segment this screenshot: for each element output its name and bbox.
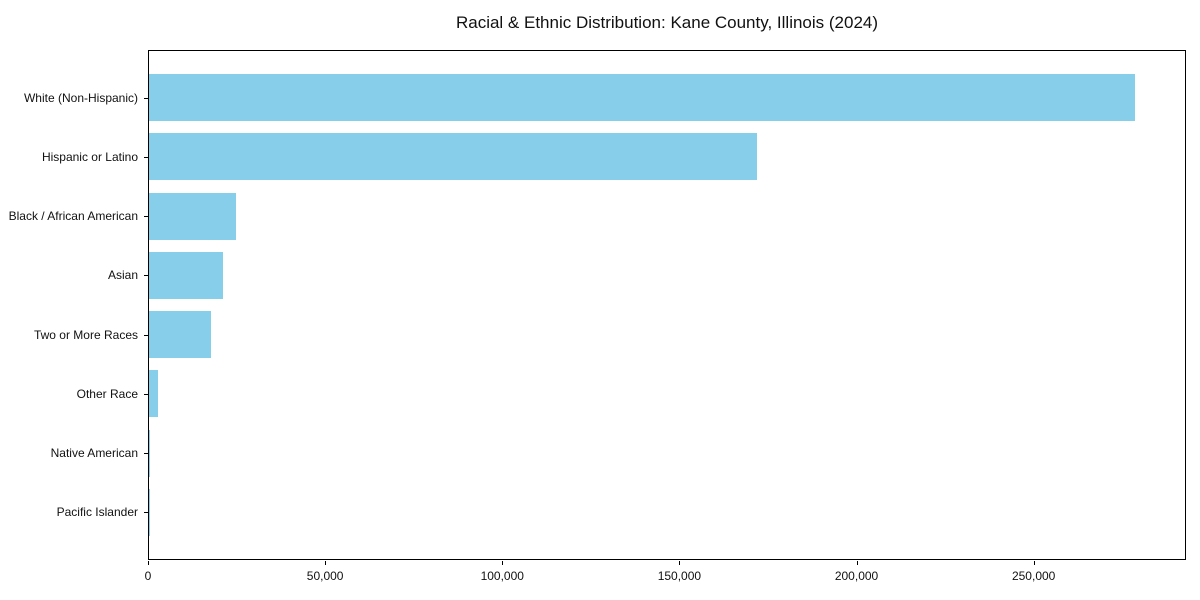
bar [149,311,212,359]
bar [149,370,159,418]
x-tick-label: 0 [144,569,152,583]
plot-area: White (Non-Hispanic) Hispanic or Latino Bl… [9,50,1186,560]
x-tick-mark [856,561,858,565]
y-tick-mark [144,393,148,395]
y-tick-label: Pacific Islander [56,505,138,520]
bar-row: Asian [108,246,1185,305]
x-tick-label: 200,000 [834,569,879,583]
y-tick-mark [144,453,148,455]
y-tick-mark [144,334,148,336]
y-tick-label: White (Non-Hispanic) [23,90,138,105]
y-tick-label: Hispanic or Latino [41,149,138,164]
y-tick-mark [144,512,148,514]
bar-row: Other Race [77,364,1185,423]
bar [149,488,150,536]
y-tick-label: Two or More Races [33,327,138,342]
x-tick-mark [148,561,149,565]
y-tick-mark [144,275,148,277]
bar [149,74,1136,121]
bar-row: Two or More Races [34,305,1185,364]
bar [149,133,758,181]
bar-row: Pacific Islander [57,483,1185,542]
bar-row: Hispanic or Latino [42,127,1185,186]
bar-row: Black / African American [9,187,1185,246]
y-tick-label: Asian [107,268,138,283]
x-axis: 0 50,000 100,000 150,000 200,000 250,000 [144,561,1186,593]
y-tick-label: Black / African American [8,209,138,224]
x-tick-label: 150,000 [657,569,702,583]
x-tick-label: 100,000 [480,569,524,583]
bar [149,251,224,299]
x-tick-mark [502,561,504,565]
y-tick-label: Native American [50,446,138,461]
bar [149,429,151,477]
y-tick-mark [144,97,148,99]
y-tick-mark [144,216,148,218]
bar-row: Native American [51,424,1185,483]
chart-title: Racial & Ethnic Distribution: Kane Count… [455,13,879,32]
y-tick-label: Other Race [76,386,138,401]
y-tick-mark [144,156,148,158]
x-tick-mark [1033,561,1035,565]
x-tick-label: 50,000 [306,569,344,583]
x-tick-label: 250,000 [1011,569,1056,583]
bar [149,192,236,240]
x-tick-mark [679,561,681,565]
x-tick-mark [325,561,327,565]
bar-row: White (Non-Hispanic) [24,68,1185,127]
